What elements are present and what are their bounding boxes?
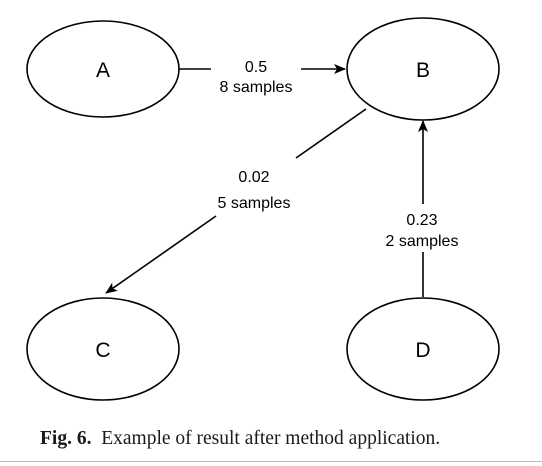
node-a-label: A (96, 59, 110, 82)
edge-b-c-samples: 5 samples (218, 195, 291, 212)
edge-b-c-line-start (295, 108, 367, 159)
node-c-ellipse (26, 297, 180, 401)
node-a-ellipse (26, 20, 180, 118)
node-b: B (346, 17, 500, 121)
node-d-ellipse (346, 297, 500, 401)
caption-text: Example of result after method applicati… (101, 428, 441, 449)
edge-a-b-weight: 0.5 (245, 59, 267, 76)
edge-b-c-line-end (105, 215, 217, 294)
edge-d-b-weight: 0.23 (406, 212, 437, 229)
edge-a-b: 0.5 8 samples (179, 59, 346, 96)
diagram: 0.5 8 samples 0.02 5 samples 0.23 2 samp… (26, 17, 500, 401)
node-a: A (26, 20, 180, 118)
edge-b-c: 0.02 5 samples (105, 108, 367, 294)
figure-number: Fig. 6. (40, 428, 92, 449)
node-b-ellipse (346, 17, 500, 121)
edge-b-c-weight: 0.02 (238, 169, 269, 186)
node-c: C (26, 297, 180, 401)
caption-divider (0, 461, 542, 462)
figure-caption: Fig. 6. Example of result after method a… (40, 428, 440, 450)
node-d-label: D (415, 339, 430, 362)
node-c-label: C (95, 339, 110, 362)
node-d: D (346, 297, 500, 401)
edge-a-b-samples: 8 samples (220, 79, 293, 96)
edge-d-b-samples: 2 samples (386, 233, 459, 250)
edge-d-b: 0.23 2 samples (386, 120, 459, 297)
node-b-label: B (416, 59, 430, 82)
